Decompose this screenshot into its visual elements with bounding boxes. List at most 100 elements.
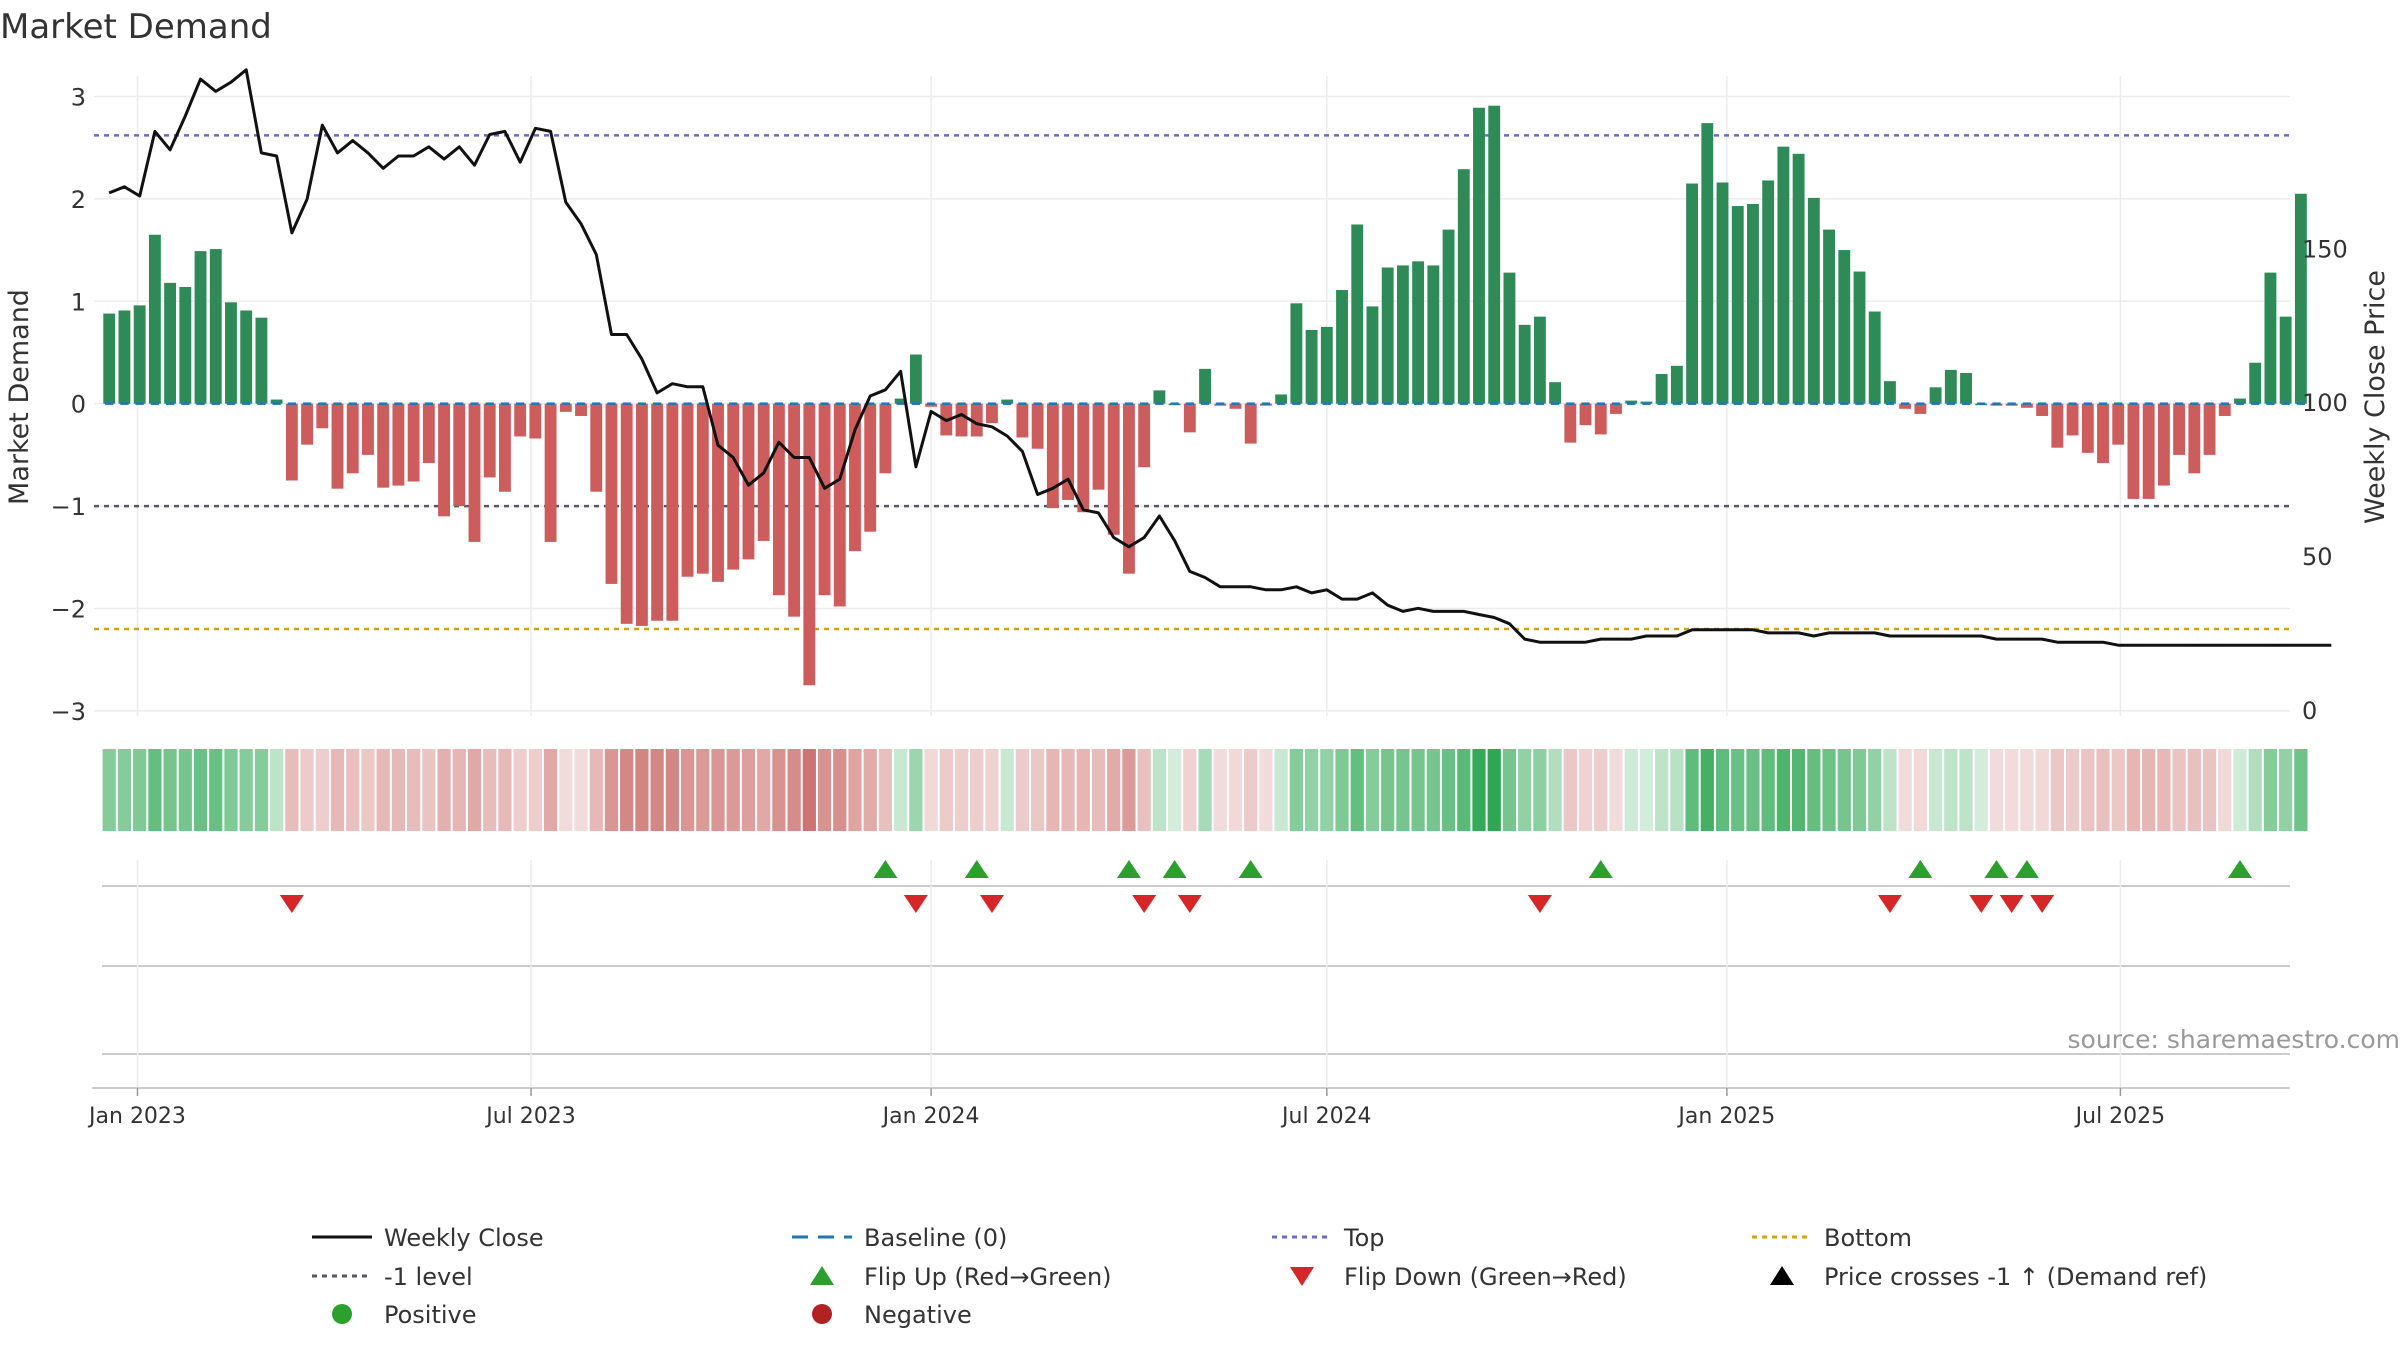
demand-bar — [1442, 229, 1455, 404]
heatmap-cell — [1107, 749, 1121, 831]
demand-bar — [590, 403, 603, 492]
demand-bar — [1046, 403, 1059, 509]
heatmap-cell — [1776, 749, 1791, 831]
heatmap-cell — [1822, 749, 1836, 831]
demand-bar — [514, 403, 527, 437]
heatmap-cell — [2172, 749, 2186, 831]
heatmap-cell — [209, 749, 223, 831]
heatmap-cell — [1046, 749, 1060, 831]
legend-negative: Negative — [812, 1301, 972, 1329]
y2-tick-label: 50 — [2302, 543, 2333, 571]
y2-tick-label: 100 — [2302, 389, 2348, 417]
demand-bar — [270, 399, 283, 404]
demand-bar — [2097, 403, 2109, 464]
demand-bar — [1427, 265, 1440, 404]
demand-bar — [1336, 290, 1348, 404]
heatmap-cell — [909, 749, 923, 831]
demand-bar — [1792, 153, 1805, 404]
heatmap-cell — [239, 749, 253, 831]
demand-bar — [1868, 311, 1881, 404]
heatmap-cell — [802, 749, 816, 831]
heatmap-cell — [559, 749, 573, 831]
demand-bar — [1077, 403, 1090, 513]
heatmap-cell — [1441, 749, 1456, 831]
heatmap-cell — [102, 749, 116, 831]
demand-bar — [2173, 403, 2186, 455]
heatmap-cell — [2233, 749, 2247, 831]
legend-label: Positive — [384, 1301, 477, 1329]
heatmap-cell — [2126, 749, 2141, 831]
heatmap-cell — [1852, 749, 1867, 831]
heatmap-cell — [1411, 749, 1425, 831]
demand-bar — [529, 403, 542, 439]
y-tick-label: 1 — [71, 288, 86, 316]
heatmap-cell — [117, 749, 132, 831]
demand-bar — [2066, 403, 2079, 436]
heatmap-cell — [133, 749, 147, 831]
heatmap-cell — [1563, 749, 1577, 831]
demand-bar — [1625, 400, 1638, 404]
heatmap-cell — [193, 749, 208, 831]
demand-bar — [1244, 403, 1257, 444]
demand-bar — [209, 249, 222, 404]
demand-bar — [544, 403, 557, 542]
heatmap-cell — [1792, 749, 1806, 831]
heatmap-cell — [1624, 749, 1638, 831]
heatmap-cell — [300, 749, 314, 831]
heatmap-cell — [2202, 749, 2217, 831]
heatmap-cell — [1807, 749, 1821, 831]
heatmap-cell — [1426, 749, 1440, 831]
y2-tick-labels: 150 100 50 0 — [2302, 235, 2348, 725]
heatmap-cell — [1365, 749, 1380, 831]
demand-bar — [1549, 382, 1562, 404]
heatmap-cell — [954, 749, 969, 831]
y-tick-label: 2 — [71, 186, 86, 214]
heatmap-cell — [1122, 749, 1136, 831]
demand-bar — [179, 286, 192, 404]
demand-bar — [2279, 316, 2292, 404]
heatmap-cell — [833, 749, 847, 831]
heatmap-cell — [772, 749, 786, 831]
heatmap-cell — [878, 749, 893, 831]
flip-up-marker — [1162, 860, 1187, 878]
flip-down-marker — [1877, 895, 1902, 913]
flip-down-marker — [1527, 895, 1552, 913]
demand-bar — [1899, 403, 1912, 409]
heatmap-cell — [1913, 749, 1927, 831]
heatmap-cell — [2096, 749, 2110, 831]
demand-bar — [1412, 261, 1425, 404]
flip-down-marker — [903, 895, 928, 913]
demand-bar — [103, 313, 116, 404]
demand-bar — [148, 234, 161, 404]
heatmap-cell — [1274, 749, 1288, 831]
demand-bar — [1183, 403, 1196, 433]
demand-bar — [1853, 271, 1866, 404]
demand-bar — [301, 403, 314, 445]
demand-bar — [2203, 403, 2216, 455]
demand-bar — [970, 403, 983, 437]
demand-bar — [1305, 329, 1318, 404]
heatmap-cell — [376, 749, 390, 831]
demand-bar — [225, 302, 237, 404]
heatmap-cell — [2279, 749, 2293, 831]
y-tick-label: −2 — [51, 595, 86, 623]
weekly-close-line — [108, 68, 2332, 647]
heatmap-cell — [1685, 749, 1699, 831]
demand-bar — [2081, 403, 2094, 453]
demand-bar — [1944, 369, 1957, 404]
heatmap-cell — [1594, 749, 1608, 831]
legend-label: Baseline (0) — [864, 1224, 1007, 1252]
flip-down-marker — [1999, 895, 2024, 913]
demand-bar — [2157, 403, 2170, 486]
demand-bar — [2020, 403, 2033, 408]
heatmap-cell — [178, 749, 192, 831]
demand-bar — [1031, 403, 1044, 449]
demand-bar — [2234, 398, 2246, 404]
heatmap-cell — [1944, 749, 1958, 831]
heatmap-cell — [1533, 749, 1547, 831]
demand-bar — [1823, 229, 1835, 404]
demand-bar — [2294, 193, 2307, 404]
heatmap-cell — [407, 749, 421, 831]
demand-bar — [392, 403, 405, 486]
